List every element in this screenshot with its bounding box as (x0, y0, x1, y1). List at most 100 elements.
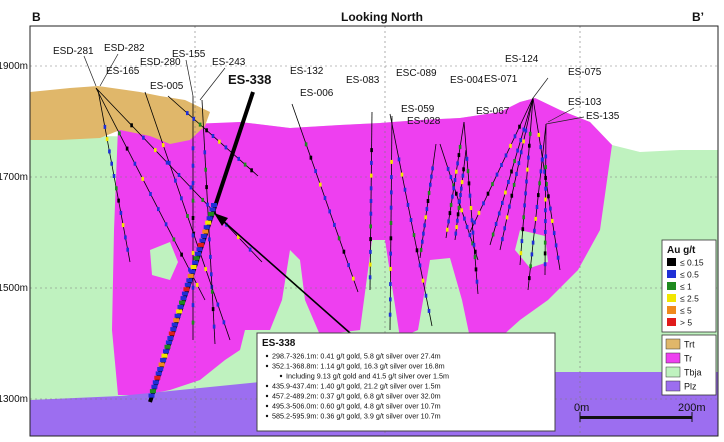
assay-interval (556, 255, 560, 260)
hole-label-es-135: ES-135 (586, 111, 620, 122)
assay-interval (337, 236, 341, 241)
assay-interval (125, 146, 129, 151)
section-label-left: B (32, 10, 41, 24)
assay-interval (191, 181, 195, 186)
assay-interval (206, 202, 209, 207)
intercept-line: 298.7-326.1m: 0.41 g/t gold, 5.8 g/t sil… (272, 352, 441, 361)
assay-interval (471, 230, 475, 235)
assay-interval (504, 190, 507, 195)
legend-swatch (665, 380, 681, 392)
intercept-line: 495.3-506.0m: 0.60 g/t gold, 4.8 g/t sil… (272, 402, 441, 411)
es-338-assay-interval (186, 278, 193, 283)
assay-interval (538, 181, 541, 186)
assay-interval (512, 182, 516, 187)
assay-interval (545, 182, 548, 186)
es-338-assay-interval (167, 336, 174, 340)
assay-interval (551, 218, 554, 223)
label-leader-lines (83, 53, 585, 125)
assay-interval (474, 267, 478, 272)
es-338-assay-interval (211, 203, 217, 207)
assay-interval (248, 247, 252, 252)
assay-interval (465, 224, 469, 229)
hole-label-esd-281: ESD-281 (53, 46, 94, 57)
es-338-assay-interval (151, 384, 158, 389)
es-338-assay-interval (173, 318, 180, 323)
es-338-assay-interval (155, 371, 162, 376)
assay-interval (342, 249, 346, 254)
unit-tbja-window-2 (515, 230, 548, 268)
assay-interval (522, 215, 525, 220)
assay-interval (460, 208, 463, 213)
es-338-assay-interval (180, 296, 187, 301)
assay-interval (118, 131, 121, 136)
assay-interval (191, 320, 195, 325)
assay-interval (370, 160, 373, 165)
legend-swatch (667, 282, 676, 290)
assay-interval (474, 249, 477, 254)
assay-interval (209, 254, 212, 259)
assay-interval (523, 203, 526, 208)
assay-interval (537, 193, 540, 198)
assay-interval (544, 208, 547, 213)
assay-interval (177, 173, 181, 177)
assay-interval (424, 293, 428, 298)
assay-interval (510, 169, 513, 174)
hole-label-es-028: ES-028 (407, 116, 441, 127)
legend-swatch (665, 338, 681, 350)
es-338-assay-interval (163, 349, 169, 354)
assay-interval (455, 169, 458, 174)
assay-interval (429, 182, 432, 187)
assay-interval (462, 167, 465, 172)
assay-interval (369, 237, 372, 242)
elevation-label: 1700m (0, 172, 28, 183)
legend-swatch (667, 294, 676, 302)
hole-label-esc-089: ESC-089 (396, 68, 437, 79)
assay-interval (500, 163, 503, 167)
es-338-assay-interval (165, 340, 172, 345)
assay-interval (491, 182, 494, 187)
assay-interval (446, 166, 450, 171)
assay-interval (458, 144, 462, 149)
assay-interval (347, 263, 350, 268)
assay-interval (201, 197, 204, 202)
hole-label-es-155: ES-155 (172, 49, 206, 60)
assay-interval (470, 218, 474, 223)
es-338-assay-interval (149, 389, 156, 394)
assay-legend-title: Au g/t (667, 245, 696, 256)
assay-interval (539, 169, 543, 174)
assay-interval (191, 163, 195, 168)
es-338-assay-interval (200, 234, 207, 238)
assay-interval (491, 232, 495, 237)
assay-interval (468, 193, 472, 198)
hole-label-es-124: ES-124 (505, 54, 539, 65)
assay-interval (164, 222, 168, 227)
assay-interval (180, 196, 183, 201)
assay-interval (403, 187, 407, 192)
assay-interval (323, 196, 327, 200)
assay-interval (495, 172, 499, 177)
assay-interval (516, 148, 519, 153)
assay-interval (388, 312, 392, 317)
assay-interval (352, 276, 355, 281)
legend-label: Trt (684, 340, 695, 350)
hole-label-es-067: ES-067 (476, 106, 510, 117)
assay-interval (505, 215, 509, 220)
assay-interval (205, 128, 208, 133)
assay-interval (524, 128, 528, 133)
hole-label-es-243: ES-243 (212, 57, 246, 68)
callout-arrowhead (214, 213, 228, 226)
assay-interval (467, 181, 471, 186)
assay-interval (421, 278, 425, 283)
intercept-line: 435.9-437.4m: 1.40 g/t gold, 21.2 g/t si… (272, 382, 441, 391)
assay-interval (427, 308, 431, 313)
es-338-assay-interval (176, 309, 183, 314)
es-338-assay-interval (209, 207, 216, 212)
assay-interval (390, 175, 393, 180)
es-338-assay-interval (199, 238, 206, 243)
assay-interval (510, 193, 514, 198)
es-338-assay-interval (190, 265, 197, 269)
assay-interval (117, 198, 120, 203)
assay-interval (458, 199, 461, 204)
legend-label: ≤ 0.15 (680, 258, 704, 268)
assay-interval (370, 148, 373, 153)
